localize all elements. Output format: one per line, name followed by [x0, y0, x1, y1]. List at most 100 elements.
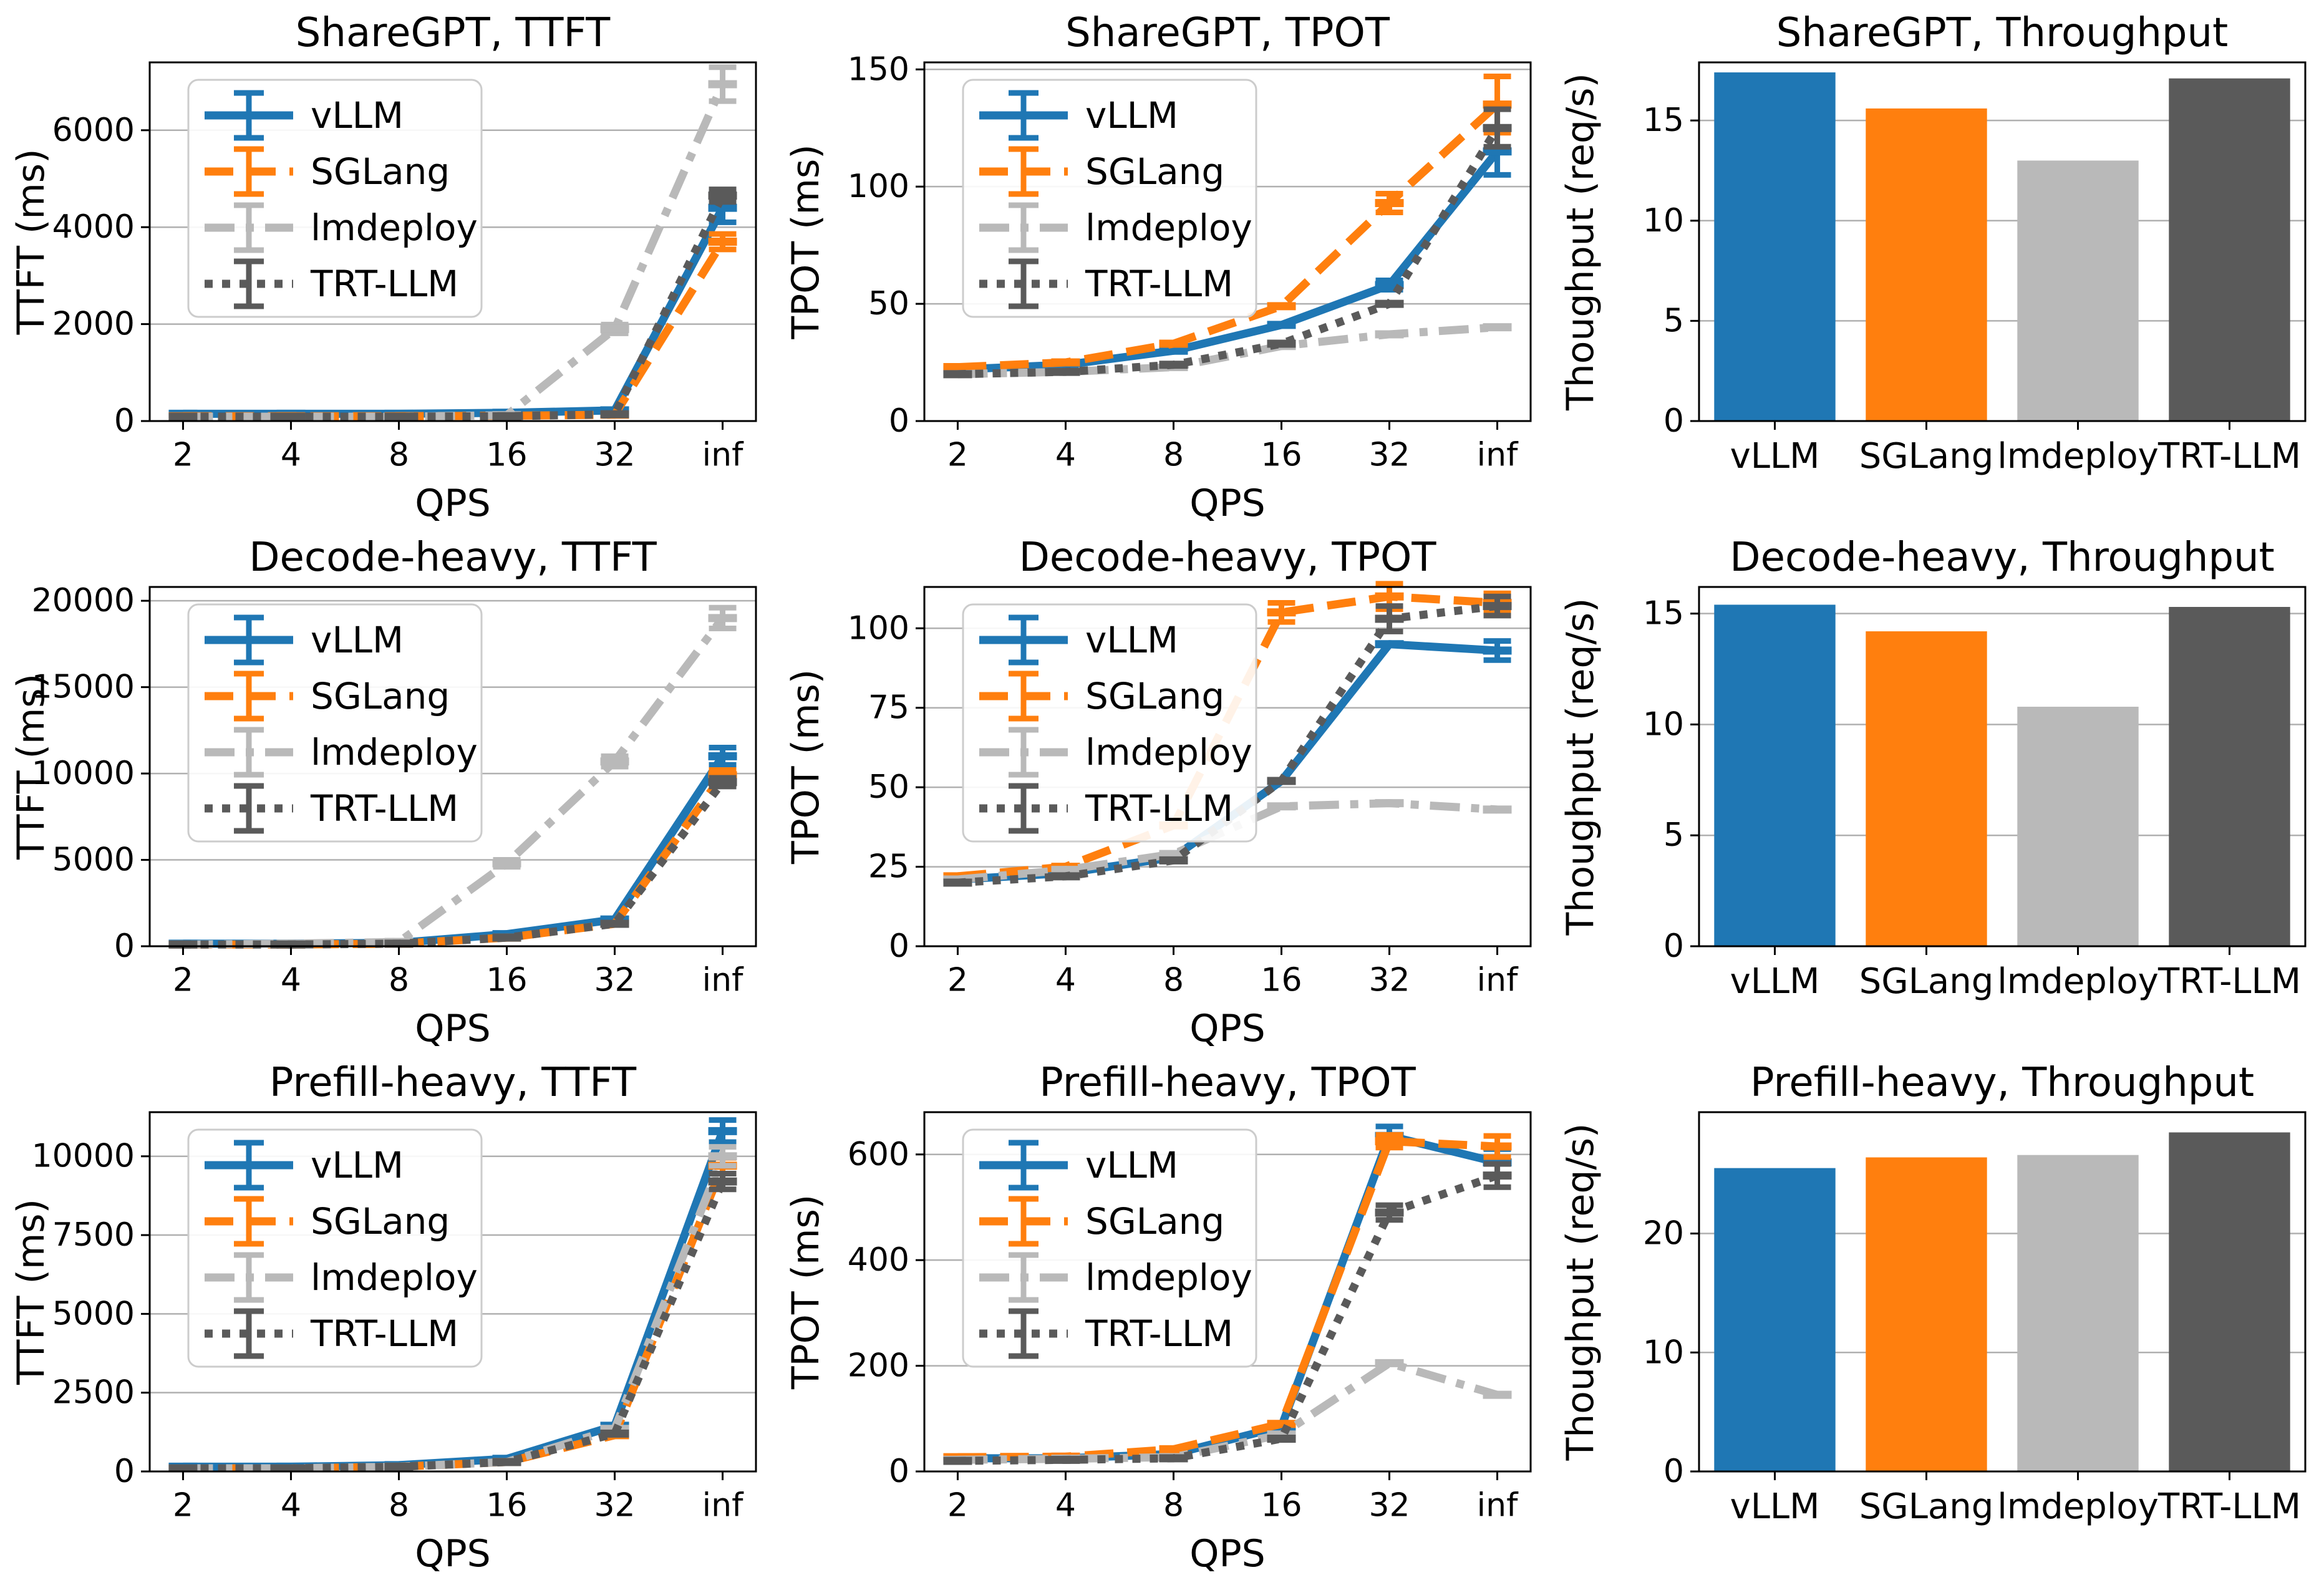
bar-label-SGLang: SGLang: [1859, 1486, 1994, 1527]
chart-svg-decode-heavy-tpot: 2 4 8 16 32 inf vLLM SGLang lmdeploy TRT-LLM QPS 0 2…: [775, 525, 1549, 1050]
legend-label: SGLang: [311, 675, 450, 717]
x-axis-label: QPS: [415, 1532, 491, 1575]
y-axis-label: TTFT (ms): [9, 674, 53, 860]
y-tick-label: 150: [848, 51, 909, 88]
chart-svg-sharegpt-ttft: 2 4 8 16 32 inf vLLM SGLang lmdeploy TRT-LLM QPS 0 2…: [0, 0, 775, 525]
x-tick-label: inf: [1477, 1487, 1519, 1524]
legend-label: lmdeploy: [311, 206, 478, 249]
x-tick-label: 4: [1055, 1487, 1076, 1524]
y-axis-label: Thoughput (req/s): [1559, 1123, 1602, 1461]
series-TRT-LLM: [943, 106, 1512, 379]
y-tick-label: 50: [868, 768, 909, 806]
y-tick-label: 10: [1643, 1334, 1684, 1371]
chart-prefill-heavy-throughput: vLLM SGLang lmdeploy TRT-LLM 0 10 20 Prefill-he…: [1549, 1050, 2324, 1575]
legend-entry-lmdeploy: lmdeploy: [205, 202, 478, 253]
x-tick-label: inf: [702, 437, 744, 474]
chart-svg-prefill-heavy-throughput: vLLM SGLang lmdeploy TRT-LLM 0 10 20 Prefill-he…: [1549, 1050, 2324, 1575]
bar-TRT-LLM: [2169, 78, 2290, 422]
y-tick-label: 5: [1663, 302, 1684, 339]
legend: vLLM SGLang lmdeploy TRT-LLM: [187, 79, 483, 318]
y-tick-label: 75: [868, 689, 909, 727]
legend-entry-vLLM: vLLM: [205, 614, 404, 666]
legend-entry-vLLM: vLLM: [979, 614, 1178, 666]
legend: vLLM SGLang lmdeploy TRT-LLM: [187, 603, 483, 843]
legend-entry-SGLang: SGLang: [979, 1196, 1224, 1247]
series-TRT-LLM: [943, 1161, 1512, 1465]
x-tick-label: 8: [389, 1487, 409, 1524]
chart-title: Prefill-heavy, TTFT: [269, 1060, 637, 1106]
series-line-TRT-LLM: [183, 1180, 727, 1473]
y-tick-label: 2000: [52, 306, 135, 343]
x-tick-label: 8: [1163, 437, 1184, 474]
y-tick-label: 5: [1663, 817, 1684, 854]
chart-title: ShareGPT, TTFT: [296, 10, 611, 56]
legend-entry-lmdeploy: lmdeploy: [205, 727, 478, 778]
bar-vLLM: [1714, 72, 1836, 421]
y-tick-label: 0: [889, 1453, 909, 1490]
x-tick-label: 32: [1368, 437, 1410, 474]
plot-spines: [1698, 61, 2307, 422]
y-tick-label: 5000: [52, 1295, 135, 1332]
bar-SGLang: [1866, 108, 1987, 421]
x-tick-label: 16: [1261, 1487, 1302, 1524]
series-line-TRT-LLM: [183, 779, 726, 949]
x-tick-label: 2: [173, 437, 193, 474]
x-tick-label: inf: [702, 962, 744, 999]
y-tick-label: 10000: [32, 755, 135, 792]
series-TRT-LLM: [168, 775, 737, 949]
y-tick-label: 0: [114, 1453, 135, 1490]
y-tick-label: 10: [1643, 202, 1684, 240]
legend-entry-TRT-LLM: TRT-LLM: [205, 783, 458, 834]
plot-spines: [148, 61, 757, 422]
bar-label-lmdeploy: lmdeploy: [1997, 961, 2159, 1002]
plot-spines: [148, 586, 757, 947]
legend-label: TRT-LLM: [310, 1312, 458, 1355]
bar-lmdeploy: [2017, 160, 2139, 421]
x-tick-label: 2: [947, 437, 968, 474]
x-tick-label: inf: [702, 1487, 744, 1524]
legend-entry-vLLM: vLLM: [205, 1140, 404, 1191]
chart-title: Decode-heavy, TTFT: [249, 535, 657, 581]
legend-label: lmdeploy: [311, 731, 478, 773]
x-tick-label: 8: [389, 437, 409, 474]
legend-label: vLLM: [1085, 94, 1178, 137]
plot-spines: [923, 61, 1532, 422]
x-axis-label: QPS: [1189, 1532, 1266, 1575]
bar-lmdeploy: [2017, 1155, 2139, 1471]
y-tick-label: 15: [1643, 102, 1684, 139]
y-axis-label: TTFT (ms): [9, 1199, 53, 1385]
bar-TRT-LLM: [2169, 607, 2290, 946]
legend-label: TRT-LLM: [1085, 263, 1233, 305]
legend-entry-lmdeploy: lmdeploy: [979, 202, 1252, 253]
legend: vLLM SGLang lmdeploy TRT-LLM: [962, 603, 1257, 843]
bar-label-SGLang: SGLang: [1859, 961, 1994, 1002]
plot-spines: [1698, 586, 2307, 947]
legend-label: vLLM: [311, 1144, 404, 1186]
chart-svg-sharegpt-throughput: vLLM SGLang lmdeploy TRT-LLM 0 5 10 15 ShareGPT,…: [1549, 0, 2324, 525]
chart-sharegpt-throughput: vLLM SGLang lmdeploy TRT-LLM 0 5 10 15 ShareGPT,…: [1549, 0, 2324, 525]
y-axis-label: TTFT (ms): [9, 149, 53, 336]
chart-prefill-heavy-ttft: 2 4 8 16 32 inf vLLM SGLang lmdeploy TRT-LLM QPS 0 2…: [0, 1050, 775, 1575]
chart-svg-decode-heavy-throughput: vLLM SGLang lmdeploy TRT-LLM 0 5 10 15 Decode-he…: [1549, 525, 2324, 1050]
chart-title: Prefill-heavy, TPOT: [1039, 1060, 1416, 1106]
x-axis-label: QPS: [1189, 1007, 1266, 1050]
legend-entry-TRT-LLM: TRT-LLM: [979, 258, 1233, 309]
legend-label: SGLang: [311, 1200, 450, 1243]
x-tick-label: 8: [1163, 962, 1184, 999]
chart-svg-prefill-heavy-tpot: 2 4 8 16 32 inf vLLM SGLang lmdeploy TRT-LLM QPS 0 2…: [775, 1050, 1549, 1575]
legend-entry-SGLang: SGLang: [979, 146, 1224, 197]
chart-sharegpt-ttft: 2 4 8 16 32 inf vLLM SGLang lmdeploy TRT-LLM QPS 0 2…: [0, 0, 775, 525]
legend-entry-SGLang: SGLang: [205, 146, 450, 197]
bar-label-TRT-LLM: TRT-LLM: [2157, 436, 2301, 477]
chart-svg-prefill-heavy-ttft: 2 4 8 16 32 inf vLLM SGLang lmdeploy TRT-LLM QPS 0 2…: [0, 1050, 775, 1575]
y-tick-label: 100: [848, 168, 909, 205]
legend-label: lmdeploy: [1085, 731, 1252, 773]
x-tick-label: 16: [1261, 437, 1302, 474]
chart-title: ShareGPT, TPOT: [1065, 10, 1390, 56]
legend-label: vLLM: [1085, 619, 1178, 661]
x-tick-label: 32: [1368, 962, 1410, 999]
x-tick-label: 16: [486, 437, 527, 474]
bar-label-vLLM: vLLM: [1730, 1486, 1820, 1527]
x-tick-label: inf: [1477, 437, 1519, 474]
